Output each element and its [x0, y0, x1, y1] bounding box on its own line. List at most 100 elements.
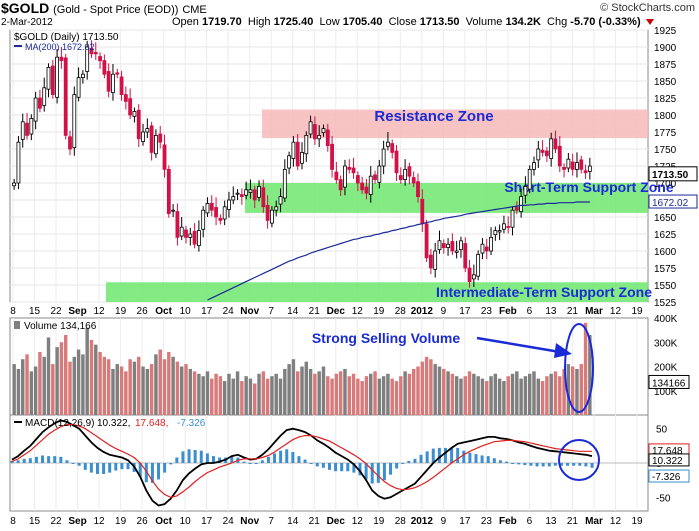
macd-histogram-bar — [242, 461, 246, 463]
x-tick-label: 28 — [395, 516, 407, 527]
signal-line — [11, 424, 592, 498]
candle-body — [381, 148, 386, 167]
volume-bar — [437, 366, 442, 415]
volume-bar — [433, 364, 437, 415]
x-tick-label: 24 — [223, 306, 235, 317]
candle-body — [540, 149, 545, 153]
volume-bar — [68, 361, 72, 415]
volume-bar — [386, 373, 390, 415]
price-tick-label: 1600 — [654, 247, 677, 258]
macd-histogram-bar — [120, 463, 124, 470]
volume-legend-swatch — [14, 321, 20, 329]
x-tick-label: 22 — [50, 306, 62, 317]
x-tick-label: Nov — [240, 306, 259, 317]
macd-legend-item: MACD(12,26,9) — [25, 418, 94, 429]
candle-body — [295, 141, 300, 167]
candle-body — [471, 274, 476, 280]
volume-bar — [364, 376, 369, 415]
macd-histogram-bar — [205, 453, 209, 463]
volume-bar — [390, 378, 394, 415]
volume-bar — [360, 381, 364, 415]
macd-value-box — [648, 469, 690, 483]
macd-legend-item: 10.322, — [97, 418, 130, 429]
macd-histogram-bar — [34, 456, 38, 463]
macd-histogram-bar — [157, 463, 161, 480]
volume-bar — [424, 356, 429, 415]
symbol: $GOLD — [1, 0, 50, 16]
ohlc-high-label: High — [247, 16, 271, 28]
price-axis: 1525155015751600162516501675170017251750… — [648, 26, 698, 309]
price-legend: $GOLD (Daily) 1713.50 — [14, 32, 119, 43]
x-tick-label: 10 — [180, 306, 192, 317]
x-tick-label: 13 — [545, 306, 557, 317]
x-tick-label: 26 — [137, 516, 149, 527]
volume-bar — [218, 376, 223, 415]
x-tick-label: 7 — [268, 516, 274, 527]
candle-body — [166, 168, 171, 214]
candle-body — [50, 65, 55, 96]
candle-body — [278, 196, 283, 205]
volume-bar — [137, 356, 141, 415]
candle-body — [325, 129, 330, 147]
x-tick-label: 19 — [115, 306, 127, 317]
candle-body — [360, 182, 365, 191]
candle-body — [476, 253, 481, 277]
volume-bar — [55, 347, 59, 415]
x-tick-label: 13 — [545, 516, 557, 527]
x-tick-label: 9 — [441, 306, 447, 317]
candle-body — [188, 233, 193, 238]
macd-histogram-bar — [95, 463, 99, 474]
candle-body — [201, 209, 206, 230]
candle-body — [330, 143, 334, 170]
candles — [12, 40, 592, 288]
candle-body — [373, 174, 377, 180]
macd-histogram-bar — [590, 463, 594, 468]
macd-histogram-bar — [114, 463, 118, 471]
candle-body — [583, 170, 588, 174]
macd-histogram-bar — [547, 463, 551, 467]
macd-histogram-bar — [169, 463, 173, 465]
volume-bar — [467, 371, 472, 415]
candle-body — [136, 109, 141, 140]
volume-bar — [558, 376, 562, 415]
zone-label: Intermediate-Term Support Zone — [436, 284, 652, 300]
volume-last-box — [648, 374, 690, 389]
ohlc-open-value: 1719.70 — [201, 16, 242, 28]
symbol-name: (Gold - Spot Price (EOD)) — [53, 4, 179, 16]
macd-histogram-bar — [462, 450, 466, 463]
x-tick-label: 21 — [309, 516, 321, 527]
zone-band — [106, 282, 648, 302]
macd-histogram-bar — [138, 463, 142, 477]
volume-bar — [188, 368, 193, 415]
macd-histogram-bar — [309, 463, 313, 464]
macd-histogram-bar — [102, 463, 106, 474]
macd-histogram-bar — [47, 456, 51, 463]
candle-body — [467, 267, 472, 283]
macd-histogram-bar — [150, 463, 154, 483]
macd-histogram-bar — [291, 452, 295, 463]
candle-body — [536, 148, 541, 161]
macd-histogram-bar — [321, 463, 325, 468]
ohlc-chg-value: -5.70 (-0.33%) — [570, 16, 641, 28]
macd-line — [11, 419, 593, 507]
x-tick-label: 21 — [309, 306, 321, 317]
candle-body — [55, 56, 60, 98]
volume-bar — [304, 361, 309, 415]
macd-histogram-bar — [395, 463, 399, 469]
dropdown-icon[interactable] — [645, 19, 654, 26]
candle-body — [506, 226, 511, 228]
x-tick-label: 23 — [481, 306, 493, 317]
candle-body — [523, 185, 528, 196]
macd-histogram-bar — [364, 463, 368, 480]
candle-body — [12, 182, 17, 187]
candle-body — [59, 56, 64, 62]
macd-histogram-bar — [175, 457, 179, 463]
volume-bar — [162, 359, 167, 415]
volume-bar — [502, 381, 506, 415]
volume-bar — [450, 373, 455, 415]
macd-histogram-bar — [370, 463, 374, 484]
volume-bar — [257, 373, 261, 415]
x-tick-label: Mar — [585, 516, 603, 527]
chart-title: $GOLD (Gold - Spot Price (EOD)) CME — [1, 0, 207, 16]
macd-histogram-bar — [254, 463, 258, 464]
